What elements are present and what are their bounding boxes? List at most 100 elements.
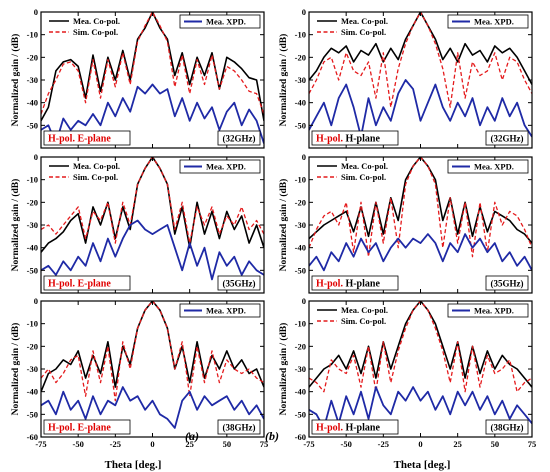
legend: Mea. Co-pol.Sim. Co-pol. Mea. XPD.: [317, 14, 529, 37]
legend-box: [179, 14, 261, 29]
legend-label-xpd: Mea. XPD.: [206, 306, 246, 316]
legend-box: [447, 159, 529, 174]
y-axis-label: Normalized gain / (dB): [278, 34, 289, 127]
y-tick-label: -50: [27, 265, 38, 275]
plane-tag: H-pol. H-plane: [316, 279, 380, 290]
plane-tag: H-pol. E-plane: [48, 134, 111, 145]
plane-tag-pol: H-pol.: [316, 423, 343, 434]
x-tick-label: 75: [528, 439, 537, 449]
y-tick-label: -30: [295, 75, 306, 85]
plane-tag-plane: H-plane: [343, 423, 381, 434]
y-tick-label: -10: [27, 30, 38, 40]
y-tick-label: 0: [302, 296, 306, 306]
legend-label-simulated-copol: Sim. Co-pol.: [73, 172, 118, 182]
legend-label-simulated-copol: Sim. Co-pol.: [341, 27, 386, 37]
plane-tag-box: [43, 130, 131, 146]
y-tick-label: -10: [295, 175, 306, 185]
plane-tag: H-pol. H-plane: [316, 134, 380, 145]
y-tick-label: -50: [295, 120, 306, 130]
x-axis-label-left: Theta [deg.]: [105, 459, 162, 471]
y-tick-label: -20: [295, 341, 306, 351]
y-tick-label: -20: [27, 52, 38, 62]
plot-frame: [40, 300, 265, 438]
y-axis-label: Normalized gain / (dB): [278, 323, 289, 416]
series-line-2: [41, 157, 264, 244]
y-tick-label: -20: [295, 197, 306, 207]
y-axis-label: Normalized gain / (dB): [278, 179, 289, 272]
plane-tag-pol: H-pol.: [316, 134, 343, 145]
x-tick-label: 25: [185, 439, 194, 449]
plane-tag-plane: H-plane: [343, 134, 381, 145]
y-axis-label: Normalized gain / (dB): [10, 179, 21, 272]
plane-tag-box: [43, 275, 131, 291]
panel-label-b: (b): [265, 429, 279, 443]
legend: Mea. Co-pol.Sim. Co-pol. Mea. XPD.: [49, 159, 261, 182]
chart-panel-3: 0 -10 -20 -30 -40 -50 Normalized gain / (dB) Me…: [10, 152, 265, 294]
y-tick-label: -30: [295, 364, 306, 374]
x-tick-label: -75: [35, 439, 46, 449]
x-tick-label: 50: [223, 439, 232, 449]
series-line-1: [309, 157, 532, 244]
legend-box: [179, 303, 261, 318]
frequency-label: (35GHz): [223, 279, 256, 289]
chart-panel-2: 0 -10 -20 -30 -40 -50 Normalized gain / (dB) Me…: [278, 7, 533, 149]
plane-tag-plane: H-plane: [343, 279, 381, 290]
plane-tag-plane: E-plane: [75, 423, 111, 434]
x-tick-label: 75: [260, 439, 269, 449]
y-tick-label: 0: [34, 296, 38, 306]
frequency-box: [485, 130, 529, 146]
plane-tag-box: [311, 130, 399, 146]
legend-label-simulated-copol: Sim. Co-pol.: [341, 316, 386, 326]
frequency-label: (32GHz): [223, 134, 256, 144]
y-tick-label: -50: [27, 409, 38, 419]
legend-box: [447, 303, 529, 318]
legend-label-xpd: Mea. XPD.: [206, 162, 246, 172]
series-line-2: [309, 12, 532, 108]
y-tick-label: 0: [302, 152, 306, 162]
y-tick-label: -20: [27, 197, 38, 207]
chart-panel-4: 0 -10 -20 -30 -40 -50 Normalized gain / (dB) Me…: [278, 152, 533, 294]
frequency-label: (35GHz): [491, 279, 524, 289]
frequency-label: (38GHz): [491, 423, 524, 433]
x-tick-label: 25: [453, 439, 462, 449]
frequency-box: [217, 419, 261, 435]
frequency-box: [485, 419, 529, 435]
x-tick-label: -25: [378, 439, 389, 449]
frequency-label: (32GHz): [491, 134, 524, 144]
plane-tag-box: [311, 275, 399, 291]
y-tick-label: -20: [295, 52, 306, 62]
legend-label-simulated-copol: Sim. Co-pol.: [341, 172, 386, 182]
legend: Mea. Co-pol.Sim. Co-pol. Mea. XPD.: [49, 14, 261, 37]
y-tick-label: -50: [27, 120, 38, 130]
legend-label-measured-copol: Mea. Co-pol.: [73, 161, 120, 171]
legend-label-xpd: Mea. XPD.: [474, 306, 514, 316]
legend-label-measured-copol: Mea. Co-pol.: [341, 305, 388, 315]
y-tick-label: -60: [27, 432, 38, 442]
y-tick-label: -40: [27, 243, 38, 253]
plane-tag-pol: H-pol.: [48, 279, 75, 290]
y-axis-label: Normalized gain / (dB): [10, 34, 21, 127]
series-line-2: [309, 301, 532, 393]
y-tick-label: -10: [295, 30, 306, 40]
series-line-2: [41, 12, 264, 115]
legend-box: [179, 159, 261, 174]
series-line-3: [41, 83, 264, 145]
x-tick-label: 0: [418, 439, 422, 449]
y-tick-label: -20: [27, 341, 38, 351]
series-line-1: [309, 12, 532, 85]
legend: Mea. Co-pol.Sim. Co-pol. Mea. XPD.: [317, 159, 529, 182]
legend-label-simulated-copol: Sim. Co-pol.: [73, 27, 118, 37]
x-tick-label: 0: [150, 439, 154, 449]
plane-tag-pol: H-pol.: [48, 423, 75, 434]
series-line-3: [41, 386, 264, 429]
legend: Mea. Co-pol.Sim. Co-pol. Mea. XPD.: [317, 303, 529, 326]
plane-tag-pol: H-pol.: [48, 134, 75, 145]
legend: Mea. XPD.: [179, 303, 261, 318]
plane-tag-pol: H-pol.: [316, 279, 343, 290]
y-tick-label: -40: [27, 387, 38, 397]
series-line-3: [309, 386, 532, 429]
y-tick-label: -50: [295, 409, 306, 419]
y-axis-label: Normalized gain / (dB): [10, 323, 21, 416]
plane-tag: H-pol. E-plane: [48, 423, 111, 434]
series-line-1: [41, 12, 264, 122]
